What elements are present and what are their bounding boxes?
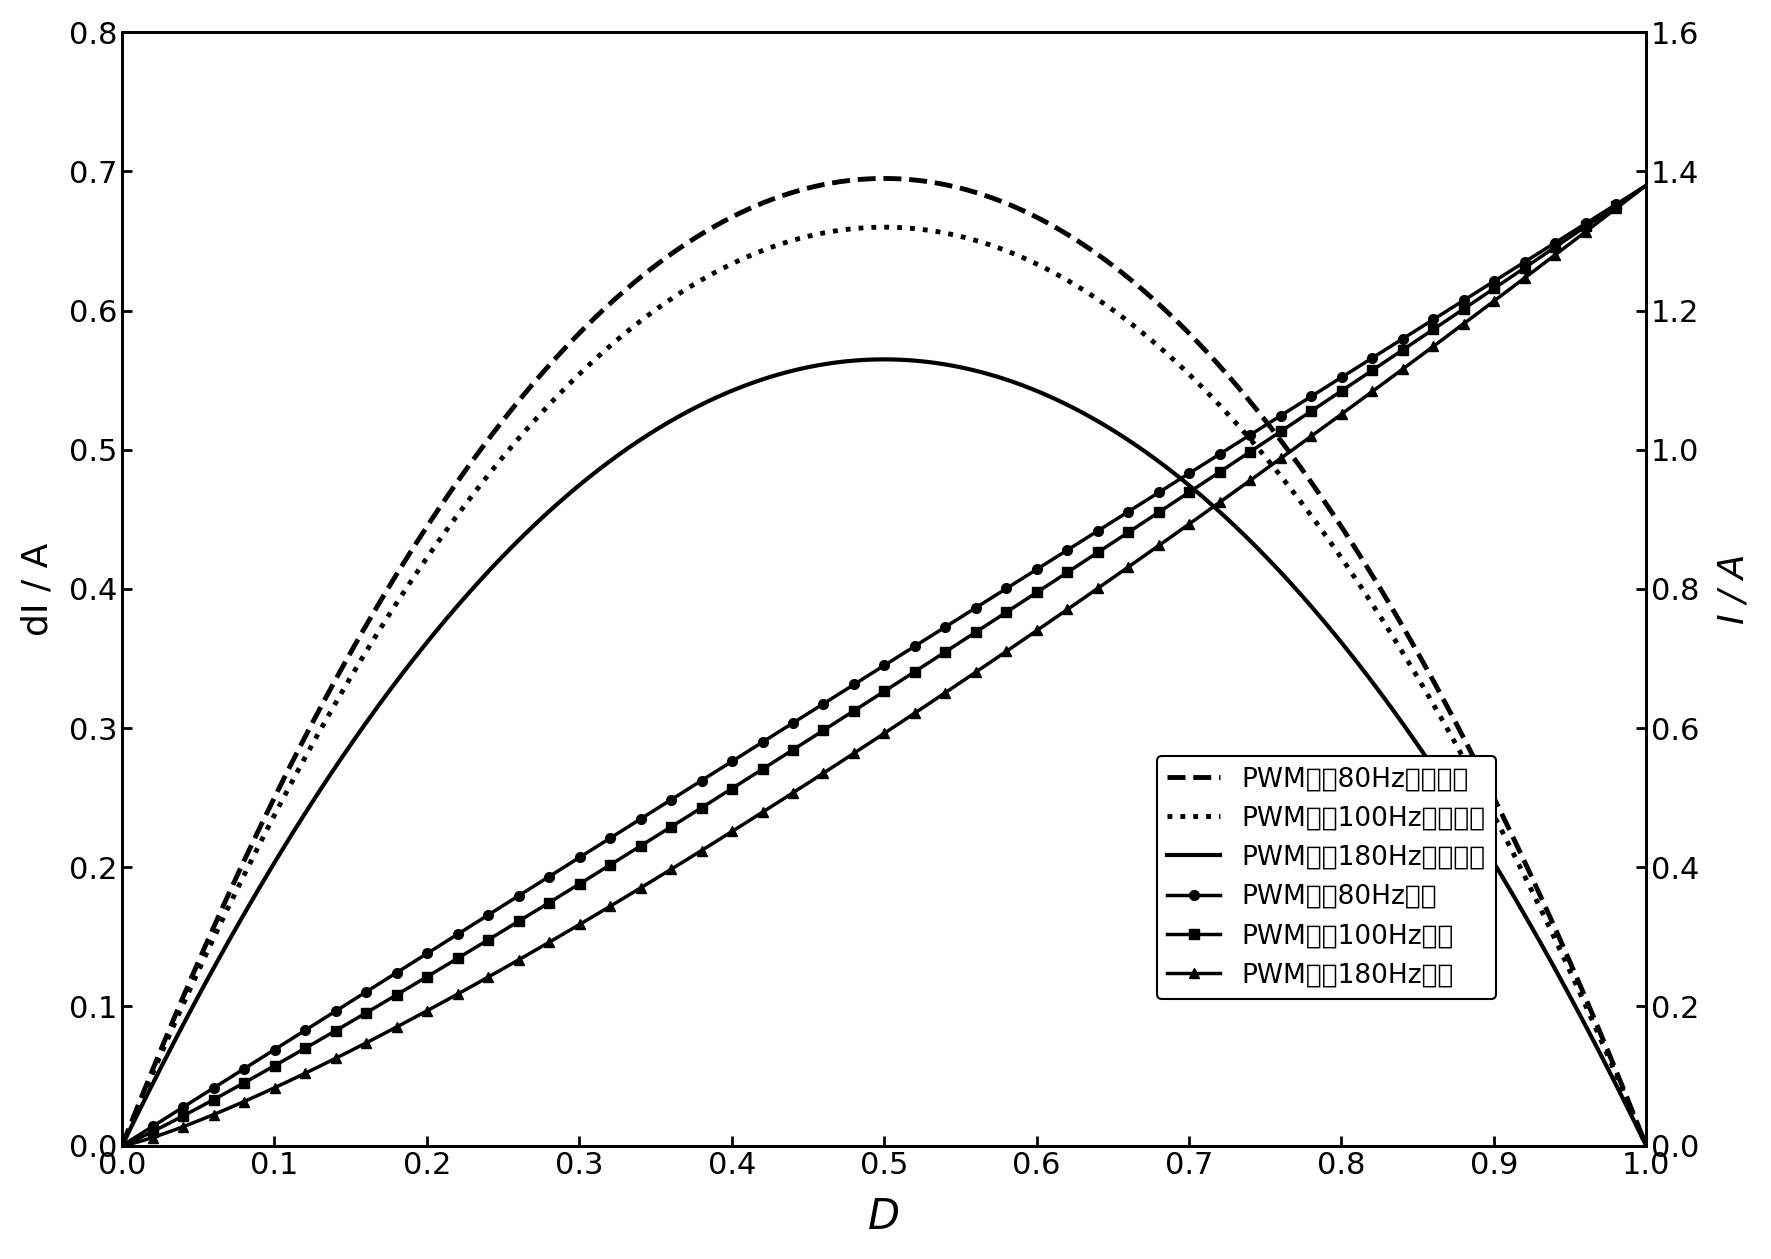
PWM频率80Hz电流 xyxy=(852,671,873,686)
Line: PWM频率180Hz电流: PWM频率180Hz电流 xyxy=(117,180,1651,1151)
PWM频率180Hz电流 xyxy=(813,765,834,781)
PWM频率180Hz电流 xyxy=(1592,212,1613,227)
PWM频率100Hz电流 xyxy=(1312,397,1334,412)
PWM频率80Hz电流波动 xyxy=(1592,1029,1613,1044)
PWM频率180Hz电流 xyxy=(1312,421,1334,436)
PWM频率80Hz电流波动 xyxy=(189,951,211,966)
PWM频率100Hz电流波动 xyxy=(813,225,834,240)
PWM频率100Hz电流 xyxy=(1635,178,1656,193)
PWM频率80Hz电流 xyxy=(1592,205,1613,220)
Line: PWM频率180Hz电流波动: PWM频率180Hz电流波动 xyxy=(122,359,1645,1146)
PWM频率180Hz电流波动 xyxy=(852,353,873,368)
PWM频率100Hz电流 xyxy=(1592,208,1613,223)
PWM频率80Hz电流 xyxy=(1590,206,1612,222)
PWM频率80Hz电流波动 xyxy=(112,1138,133,1153)
PWM频率100Hz电流波动 xyxy=(1592,1035,1613,1050)
Y-axis label: dI / A: dI / A xyxy=(21,543,55,636)
Line: PWM频率100Hz电流波动: PWM频率100Hz电流波动 xyxy=(122,227,1645,1146)
PWM频率100Hz电流 xyxy=(813,723,834,738)
PWM频率180Hz电流 xyxy=(189,1113,211,1128)
PWM频率100Hz电流波动 xyxy=(852,220,873,235)
PWM频率80Hz电流 xyxy=(1635,178,1656,193)
PWM频率100Hz电流 xyxy=(112,1138,133,1153)
PWM频率100Hz电流 xyxy=(1590,209,1612,224)
PWM频率180Hz电流波动 xyxy=(873,351,894,366)
Line: PWM频率100Hz电流: PWM频率100Hz电流 xyxy=(117,180,1651,1151)
PWM频率180Hz电流 xyxy=(852,740,873,755)
PWM频率80Hz电流 xyxy=(813,696,834,711)
PWM频率80Hz电流 xyxy=(112,1138,133,1153)
PWM频率80Hz电流波动 xyxy=(1592,1031,1613,1046)
PWM频率100Hz电流波动 xyxy=(1635,1138,1656,1153)
PWM频率180Hz电流波动 xyxy=(1312,612,1334,627)
PWM频率100Hz电流波动 xyxy=(1592,1036,1613,1051)
PWM频率100Hz电流波动 xyxy=(1312,524,1334,539)
PWM频率100Hz电流波动 xyxy=(112,1138,133,1153)
PWM频率100Hz电流 xyxy=(852,697,873,713)
Y-axis label: I / A: I / A xyxy=(1716,554,1750,624)
PWM频率80Hz电流波动 xyxy=(852,171,873,186)
PWM频率80Hz电流波动 xyxy=(813,178,834,193)
PWM频率80Hz电流波动 xyxy=(1635,1138,1656,1153)
PWM频率180Hz电流波动 xyxy=(112,1138,133,1153)
PWM频率100Hz电流波动 xyxy=(873,219,894,234)
X-axis label: D: D xyxy=(868,1196,900,1238)
PWM频率180Hz电流波动 xyxy=(1635,1138,1656,1153)
PWM频率80Hz电流波动 xyxy=(1312,491,1334,506)
PWM频率80Hz电流波动 xyxy=(873,171,894,186)
PWM频率180Hz电流 xyxy=(1635,178,1656,193)
PWM频率100Hz电流波动 xyxy=(189,961,211,976)
PWM频率80Hz电流 xyxy=(1312,381,1334,397)
PWM频率180Hz电流 xyxy=(112,1138,133,1153)
PWM频率180Hz电流波动 xyxy=(813,356,834,371)
Line: PWM频率80Hz电流波动: PWM频率80Hz电流波动 xyxy=(122,179,1645,1146)
Legend: PWM频率80Hz电流波动, PWM频率100Hz电流波动, PWM频率180Hz电流波动, PWM频率80Hz电流, PWM频率100Hz电流, PWM频率1: PWM频率80Hz电流波动, PWM频率100Hz电流波动, PWM频率180H… xyxy=(1156,755,1496,998)
PWM频率80Hz电流 xyxy=(189,1089,211,1104)
Line: PWM频率80Hz电流: PWM频率80Hz电流 xyxy=(117,180,1651,1151)
PWM频率180Hz电流波动 xyxy=(1592,1051,1613,1066)
PWM频率180Hz电流波动 xyxy=(1592,1050,1613,1065)
PWM频率180Hz电流波动 xyxy=(189,986,211,1001)
PWM频率100Hz电流 xyxy=(189,1099,211,1114)
PWM频率180Hz电流 xyxy=(1590,213,1612,228)
